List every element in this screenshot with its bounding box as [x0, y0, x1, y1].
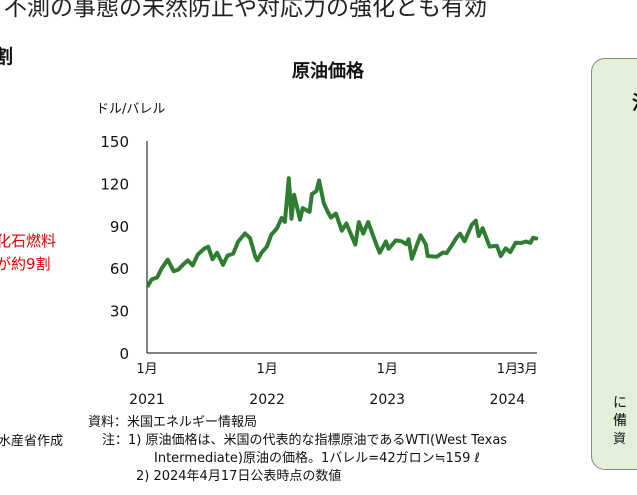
note-line-1-cont: Intermediate)原油の価格。1バレル=42ガロン≒159 ℓ [154, 451, 480, 466]
y-tick-label: 60 [110, 260, 129, 278]
author-credit: 水産省作成 [0, 434, 64, 449]
side-panel [591, 58, 637, 470]
note-line-1: 注：1) 原油価格は、米国の代表的な指標原油であるWTI(West Texas [102, 433, 508, 448]
x-tick-year: 2023 [369, 392, 405, 408]
x-tick-year: 2021 [129, 392, 165, 408]
price-line [146, 176, 539, 288]
y-tick-label: 90 [110, 218, 129, 236]
callout-line-2: が約9割 [0, 255, 51, 273]
x-tick-month: 1月 [136, 362, 157, 377]
y-tick-label: 0 [119, 345, 129, 363]
note-line-2: 2) 2024年4月17日公表時点の数値 [136, 469, 342, 484]
y-tick-label: 30 [110, 303, 129, 321]
callout-line-1: 化石燃料 [0, 232, 57, 250]
chart-source-notes: 資料：米国エネルギー情報局 注：1) 原油価格は、米国の代表的な指標原油であるW… [88, 414, 507, 486]
chart-title: 原油価格 [292, 61, 364, 82]
y-tick-label: 120 [100, 175, 129, 193]
source-line: 資料：米国エネルギー情報局 [88, 415, 258, 430]
x-tick-year: 2024 [490, 392, 526, 408]
section-heading-fragment: 割 [0, 46, 14, 68]
side-panel-text: 資 [613, 432, 627, 447]
y-tick-label: 150 [100, 133, 129, 151]
x-tick-month: 1月 [377, 362, 398, 377]
side-panel-text: 備 [613, 413, 627, 429]
x-tick-year: 2022 [249, 392, 285, 408]
side-panel-heading: 油 [632, 88, 637, 115]
x-tick-month: 1月 [497, 362, 518, 377]
y-axis-unit: ドル/バレル [96, 102, 166, 117]
x-tick-month: 3月 [516, 362, 537, 377]
x-tick-month: 1月 [256, 362, 277, 377]
page-headline: 不測の事態の未然防止や対応力の強化とも有効 [4, 0, 487, 21]
side-panel-text: に [613, 395, 627, 411]
